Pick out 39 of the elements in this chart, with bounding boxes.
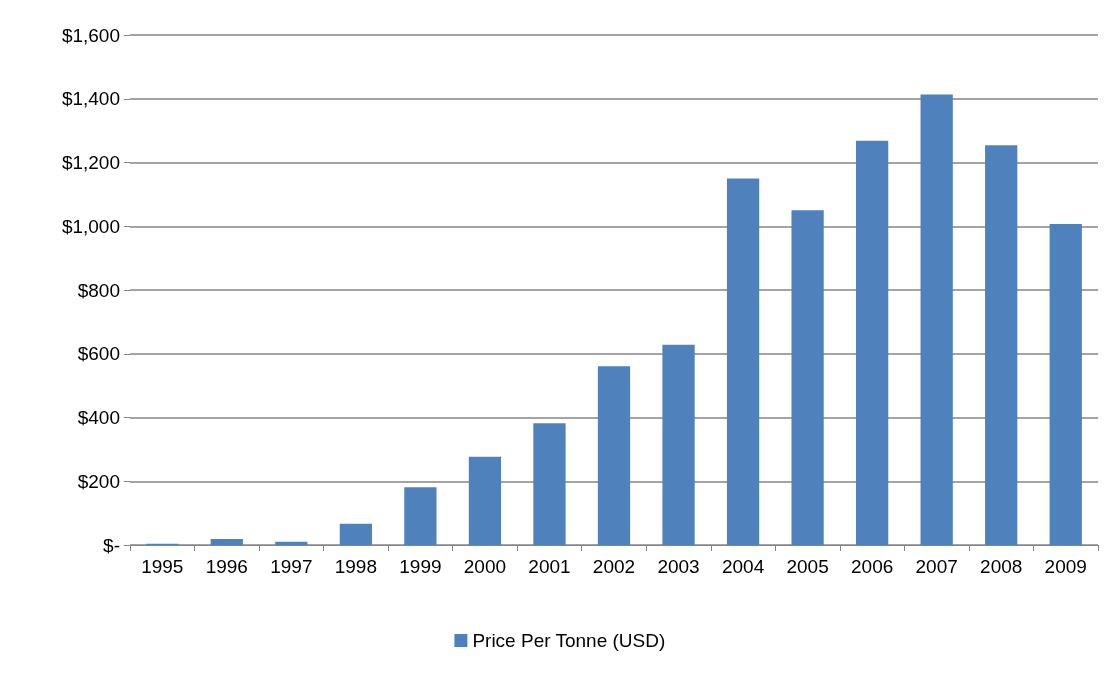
bar (791, 210, 824, 545)
x-tick-label: 2008 (980, 556, 1023, 577)
bar (275, 541, 308, 545)
bar (662, 344, 695, 545)
bar (468, 456, 502, 545)
y-tick-label: $1,600 (61, 24, 120, 46)
x-tick-label: 2001 (528, 556, 571, 577)
bar (533, 423, 566, 545)
x-tick-label: 1996 (205, 556, 248, 577)
bar (726, 178, 760, 545)
bar (856, 140, 889, 545)
x-tick-label: 1995 (141, 556, 184, 577)
y-tick-label: $- (103, 534, 120, 556)
x-tick-label: 2006 (850, 556, 894, 577)
y-tick-label: $200 (77, 470, 120, 492)
x-tick-label: 1997 (270, 556, 313, 577)
bar (210, 538, 243, 545)
bar (920, 94, 953, 545)
y-tick-label: $800 (77, 279, 120, 301)
y-tick-label: $1,400 (61, 88, 120, 110)
x-tick-label: 2005 (786, 556, 829, 577)
x-tick-label: 1998 (334, 556, 378, 577)
bar (404, 487, 437, 545)
bar (1049, 224, 1082, 545)
x-tick-label: 2009 (1044, 556, 1087, 577)
y-tick-label: $600 (77, 343, 120, 365)
legend-label: Price Per Tonne (USD) (472, 630, 666, 651)
x-tick-label: 2000 (463, 556, 507, 577)
y-tick-label: $1,200 (61, 152, 120, 173)
bar (597, 366, 631, 545)
x-tick-label: 1999 (399, 556, 442, 577)
x-tick-label: 2002 (592, 556, 636, 577)
x-tick-label: 2003 (657, 556, 700, 577)
y-tick-label: $400 (77, 407, 120, 428)
bar (985, 145, 1018, 545)
y-tick-label: $1,000 (61, 215, 120, 237)
x-tick-label: 2007 (915, 556, 958, 577)
bar (339, 523, 372, 545)
x-tick-label: 2004 (721, 556, 765, 577)
